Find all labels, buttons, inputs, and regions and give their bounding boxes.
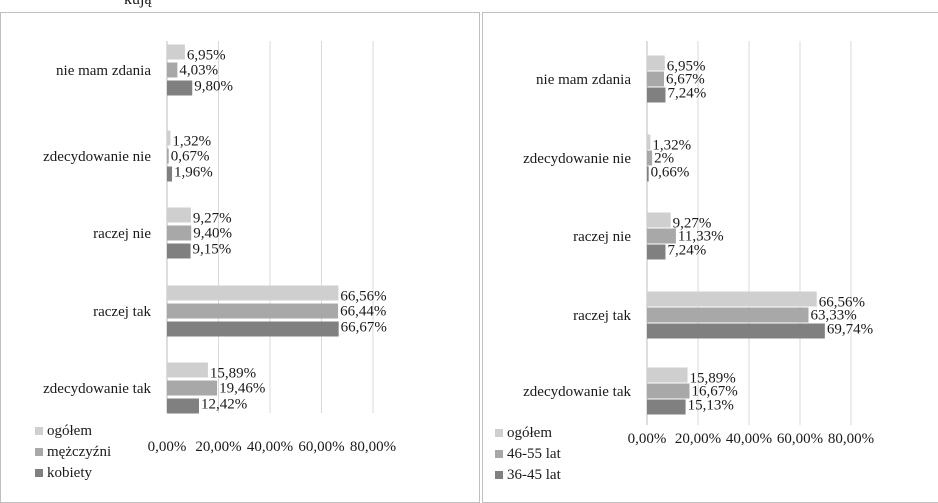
bar-series-2 [647,228,676,244]
bar-series-3 [167,398,199,414]
bar-series-3 [647,323,825,339]
data-label: 16,67% [692,384,738,400]
data-label: 9,27% [193,211,232,227]
x-tick-label: 40,00% [726,431,772,447]
x-tick-label: 60,00% [298,439,344,455]
x-tick-label: 80,00% [350,439,396,455]
bar-series-1 [647,134,651,150]
data-label: 6,67% [666,72,705,88]
x-tick-label: 80,00% [828,431,874,447]
bar-series-2 [647,307,809,323]
legend-label: mężczyźni [47,444,111,460]
data-label: 11,33% [678,229,724,245]
bar-series-3 [167,243,191,259]
legend-swatch [35,469,43,477]
chart-panel-gender: nie mam zdania 6,95% 4,03% 9,80% zdecydowani… [0,12,480,503]
x-tick-label: 20,00% [195,439,241,455]
category-label: zdecydowanie tak [523,384,631,400]
legend-swatch [35,448,43,456]
x-tick-label: 0,00% [628,431,667,447]
bar-series-1 [647,55,665,71]
bar-series-3 [167,321,339,337]
data-label: 9,80% [194,79,233,95]
data-label: 15,89% [690,371,736,387]
bar-series-2 [167,380,218,396]
data-label: 69,74% [827,322,873,338]
bar-series-3 [647,399,686,415]
bar-series-2 [647,383,690,399]
bar-series-1 [167,285,339,301]
data-label: 66,56% [819,295,865,311]
bar-series-2 [167,148,169,164]
bar-series-3 [167,166,173,182]
category-label: zdecydowanie tak [43,381,151,397]
data-label: 63,33% [810,308,856,324]
legend-label: 36-45 lat [507,467,562,483]
legend-label: kobiety [47,465,92,481]
data-label: 66,56% [340,289,386,305]
data-label: 1,32% [172,134,211,150]
bar-series-2 [647,150,653,166]
bar-series-1 [167,130,171,146]
bar-series-1 [167,362,208,378]
x-tick-label: 20,00% [675,431,721,447]
bar-series-1 [647,367,688,383]
bar-series-2 [167,225,192,241]
bar-series-2 [647,71,665,87]
data-label: 66,67% [341,320,387,336]
data-label: 1,96% [174,165,213,181]
data-label: 2% [654,151,674,167]
data-label: 12,42% [201,397,247,413]
data-label: 6,95% [187,48,226,64]
data-label: 7,24% [667,86,706,102]
legend-swatch [495,450,503,458]
bar-series-1 [647,291,817,307]
bar-series-2 [167,62,178,78]
bar-series-3 [647,166,649,182]
bar-series-3 [647,87,666,103]
bar-series-3 [167,80,193,96]
bar-series-1 [647,212,671,228]
legend-swatch [495,429,503,437]
category-label: raczej nie [93,226,151,242]
data-label: 9,27% [673,216,712,232]
data-label: 19,46% [219,381,265,397]
bar-series-1 [167,207,191,223]
bar-series-2 [167,303,339,319]
category-label: zdecydowanie nie [43,149,151,165]
legend-swatch [495,471,503,479]
data-label: 15,13% [688,398,734,414]
category-label: nie mam zdania [56,63,151,79]
category-label: zdecydowanie nie [523,151,631,167]
x-tick-label: 0,00% [148,439,187,455]
legend-label: ogółem [507,425,552,441]
legend-swatch [35,427,43,435]
category-label: raczej tak [93,304,151,320]
legend-label: 46-55 lat [507,446,562,462]
data-label: 0,66% [651,165,690,181]
legend-label: ogółem [47,423,92,439]
data-label: 6,95% [667,59,706,75]
x-tick-label: 40,00% [247,439,293,455]
data-label: 9,15% [193,242,232,258]
chart-panel-age: nie mam zdania 6,95% 6,67% 7,24% zdecydowani… [482,12,938,503]
bar-series-1 [167,44,185,60]
data-label: 0,67% [171,149,210,165]
bar-series-3 [647,244,666,260]
data-label: 7,24% [667,243,706,259]
bar-chart-gender: nie mam zdania 6,95%4,03%9,80% zdecydowani… [35,41,396,481]
data-label: 4,03% [179,63,218,79]
data-label: 9,40% [193,226,232,242]
x-tick-label: 60,00% [777,431,823,447]
data-label: 15,89% [210,366,256,382]
bar-chart-age: nie mam zdania6,95%6,67%7,24%zdecydowani… [495,41,874,483]
category-label: raczej tak [573,308,631,324]
data-label: 66,44% [340,304,386,320]
category-label: nie mam zdania [536,72,631,88]
category-label: raczej nie [573,229,631,245]
page-header-fragment: kują [124,0,152,9]
data-label: 1,32% [652,138,691,154]
